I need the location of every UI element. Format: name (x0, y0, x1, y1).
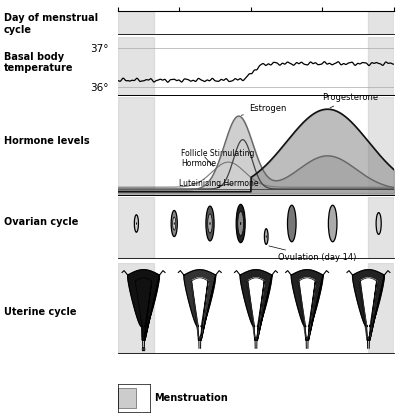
Text: Menstruation: Menstruation (154, 393, 228, 403)
Polygon shape (352, 270, 384, 340)
Polygon shape (359, 281, 367, 336)
Bar (118, 97, 154, 195)
Text: Estrogen: Estrogen (241, 104, 286, 116)
Circle shape (376, 213, 381, 234)
Polygon shape (128, 270, 160, 340)
Polygon shape (191, 281, 198, 336)
Bar (368, 37, 394, 94)
Bar (118, 197, 154, 258)
Text: Day of menstrual
cycle: Day of menstrual cycle (4, 13, 98, 35)
Circle shape (173, 217, 176, 230)
Polygon shape (360, 278, 377, 336)
Circle shape (208, 214, 212, 233)
Text: Ovarian cycle: Ovarian cycle (4, 217, 78, 227)
Polygon shape (192, 278, 208, 336)
Bar (368, 97, 394, 195)
Polygon shape (184, 270, 216, 340)
Polygon shape (308, 281, 316, 336)
Text: Luteinising Hormone: Luteinising Hormone (179, 179, 259, 188)
Text: Follicle Stimulating
Hormone: Follicle Stimulating Hormone (181, 149, 255, 168)
Polygon shape (135, 278, 152, 336)
Circle shape (171, 210, 177, 236)
Polygon shape (299, 278, 315, 336)
Bar (118, 262, 154, 353)
Polygon shape (247, 281, 255, 336)
Polygon shape (248, 278, 264, 336)
Polygon shape (291, 270, 323, 340)
Bar (368, 197, 394, 258)
Text: Basal body
temperature: Basal body temperature (4, 52, 74, 74)
Polygon shape (240, 270, 272, 340)
Text: Hormone levels: Hormone levels (4, 136, 90, 146)
Circle shape (236, 205, 245, 243)
Circle shape (264, 229, 268, 244)
Circle shape (206, 206, 214, 241)
Bar (368, 262, 394, 353)
Circle shape (144, 347, 145, 351)
Bar (118, 388, 136, 407)
Bar (118, 37, 154, 94)
Circle shape (238, 211, 244, 236)
Circle shape (328, 205, 337, 242)
Circle shape (142, 347, 143, 351)
Polygon shape (201, 281, 208, 336)
Bar (118, 11, 154, 34)
Polygon shape (298, 281, 306, 336)
Circle shape (288, 205, 296, 242)
Circle shape (143, 347, 144, 351)
Polygon shape (370, 281, 377, 336)
Circle shape (240, 222, 241, 225)
Polygon shape (257, 281, 265, 336)
Circle shape (136, 223, 137, 225)
Circle shape (134, 215, 138, 232)
Bar (368, 11, 394, 34)
Text: Ovulation (day 14): Ovulation (day 14) (269, 246, 357, 262)
Text: Progesterone: Progesterone (322, 93, 378, 108)
Text: Uterine cycle: Uterine cycle (4, 307, 76, 317)
